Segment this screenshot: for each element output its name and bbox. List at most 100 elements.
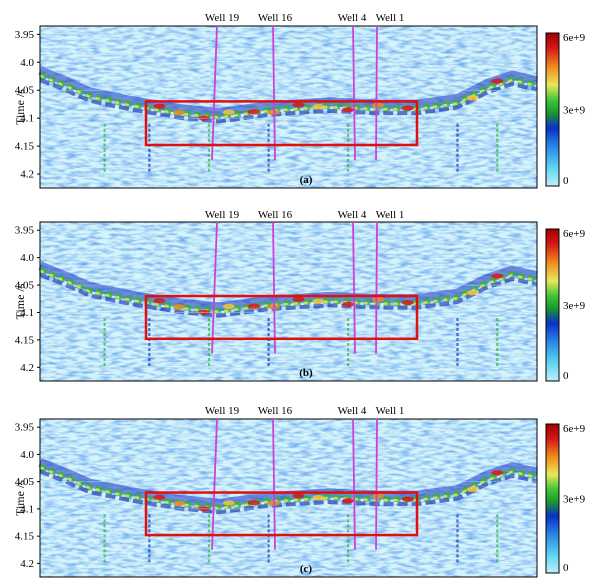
panel-label: (a) <box>300 174 313 186</box>
well-trajectory <box>352 221 356 354</box>
amplitude-spot <box>342 301 355 307</box>
plot-frame <box>39 25 538 189</box>
amplitude-spot <box>371 102 384 108</box>
amplitude-spot <box>222 500 235 506</box>
panel-b: 3.95 4.0 4.05 4.1 4.15 4.2 Time /s Well 19 Well … <box>13 209 586 382</box>
well-label: Well 16 <box>258 12 293 24</box>
y-tick-label: 3.95 <box>15 29 35 41</box>
reflector-band <box>39 272 538 318</box>
amplitude-spot <box>312 494 325 501</box>
well-label: Well 1 <box>376 12 405 24</box>
amplitude-spot <box>173 304 186 310</box>
y-tick-label: 4.05 <box>15 85 35 97</box>
amplitude-spot <box>371 493 384 499</box>
well-label: Well 4 <box>338 405 367 417</box>
well-trajectory <box>375 221 378 354</box>
highlight-box <box>144 100 419 147</box>
well-trajectory <box>352 418 356 550</box>
amplitude-spot <box>401 496 414 502</box>
amplitude-spot <box>247 303 260 309</box>
y-axis-label: Time /s <box>13 480 27 516</box>
plot-frame <box>39 221 538 382</box>
well-trajectory <box>375 25 378 161</box>
amplitude-spot <box>173 109 186 116</box>
colorbar <box>545 32 560 187</box>
well-label: Well 16 <box>258 405 293 417</box>
amplitude-spot <box>292 296 305 302</box>
plot-frame <box>39 418 538 578</box>
y-tick-label: 4.05 <box>15 476 35 488</box>
colorbar-tick-label: 6e+9 <box>563 423 586 435</box>
amplitude-spot <box>491 273 504 279</box>
highlight-box <box>144 491 419 537</box>
well-trajectory <box>375 418 378 550</box>
reflector-band <box>39 469 538 515</box>
amplitude-spot <box>371 296 384 303</box>
colorbar-tick-label: 0 <box>563 370 569 382</box>
amplitude-spot <box>312 298 325 304</box>
amplitude-spot <box>491 470 504 476</box>
amplitude-spot <box>466 486 479 492</box>
amplitude-spot <box>247 500 260 506</box>
y-tick-label: 4.1 <box>20 113 34 125</box>
colorbar-tick-label: 3e+9 <box>563 105 586 117</box>
y-tick-label: 4.1 <box>20 307 34 319</box>
amplitude-spot <box>342 107 355 113</box>
reflector-band <box>39 77 538 124</box>
y-axis-label: Time /s <box>13 89 27 125</box>
amplitude-spot <box>292 493 305 499</box>
y-tick-label: 4.15 <box>15 531 35 543</box>
well-label: Well 16 <box>258 209 293 221</box>
y-tick-label: 4.0 <box>20 449 34 461</box>
colorbar-tick-label: 0 <box>563 175 569 187</box>
amplitude-spot <box>153 494 166 500</box>
well-trajectory <box>211 418 218 550</box>
amplitude-spot <box>401 299 414 306</box>
well-label: Well 4 <box>338 12 367 24</box>
amplitude-spot <box>466 95 479 101</box>
well-label: Well 4 <box>338 209 367 221</box>
y-tick-label: 4.2 <box>20 558 34 570</box>
y-axis-label: Time /s <box>13 283 27 319</box>
highlight-box <box>144 294 419 341</box>
colorbar-tick-label: 3e+9 <box>563 494 586 506</box>
amplitude-spot <box>491 78 504 84</box>
panel-label: (b) <box>299 367 313 379</box>
y-tick-label: 4.0 <box>20 252 34 264</box>
well-trajectory <box>272 418 276 550</box>
well-trajectory <box>211 25 218 161</box>
well-trajectory <box>211 221 218 354</box>
y-tick-label: 4.15 <box>15 334 35 346</box>
amplitude-spot <box>292 102 305 108</box>
amplitude-spot <box>153 298 166 304</box>
y-tick-label: 4.1 <box>20 503 34 515</box>
colorbar-tick-label: 6e+9 <box>563 32 586 44</box>
well-label: Well 19 <box>205 209 240 221</box>
well-trajectory <box>272 25 276 161</box>
y-tick-label: 4.2 <box>20 362 34 374</box>
colorbar <box>545 423 560 574</box>
well-label: Well 19 <box>205 405 240 417</box>
amplitude-spot <box>222 109 235 115</box>
colorbar-tick-label: 6e+9 <box>563 228 586 240</box>
amplitude-spot <box>153 103 166 109</box>
panel-a: 3.95 4.0 4.05 4.1 4.15 4.2 Time /s Well 19 Well … <box>13 12 586 189</box>
y-tick-label: 4.2 <box>20 169 34 181</box>
amplitude-spot <box>222 303 235 310</box>
amplitude-spot <box>173 500 186 507</box>
well-trajectory <box>352 25 356 161</box>
y-tick-label: 4.0 <box>20 57 34 69</box>
amplitude-spot <box>466 290 479 296</box>
well-trajectory <box>272 221 276 354</box>
colorbar-tick-label: 0 <box>563 562 569 574</box>
reflector-band <box>39 269 538 314</box>
reflector-band <box>39 466 538 510</box>
amplitude-spot <box>342 498 355 504</box>
well-label: Well 19 <box>205 12 240 24</box>
y-tick-label: 4.15 <box>15 141 35 153</box>
colorbar-tick-label: 3e+9 <box>563 300 586 312</box>
amplitude-spot <box>401 105 414 111</box>
well-label: Well 1 <box>376 209 405 221</box>
well-label: Well 1 <box>376 405 405 417</box>
